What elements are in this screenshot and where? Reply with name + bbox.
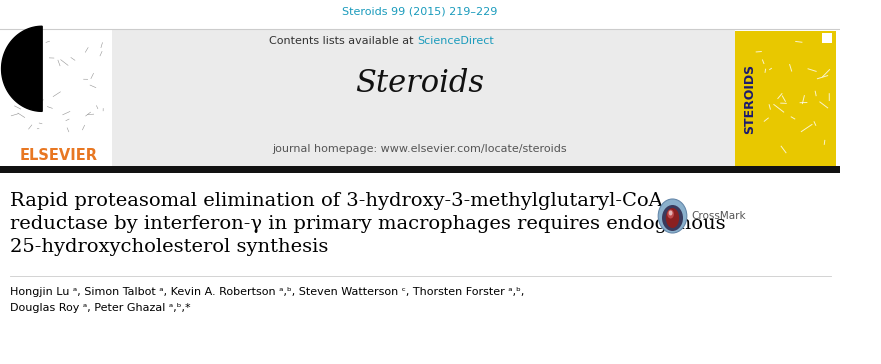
Bar [822, 33, 832, 43]
Ellipse shape [662, 205, 683, 231]
Text: ELSEVIER: ELSEVIER [19, 149, 97, 163]
Text: ScienceDirect: ScienceDirect [417, 36, 493, 46]
Text: reductase by interferon-γ in primary macrophages requires endogenous: reductase by interferon-γ in primary mac… [10, 215, 725, 233]
Text: CrossMark: CrossMark [692, 211, 746, 221]
Text: 25-hydroxycholesterol synthesis: 25-hydroxycholesterol synthesis [10, 238, 328, 256]
Text: STEROIDS: STEROIDS [744, 63, 756, 134]
Ellipse shape [666, 208, 679, 228]
Ellipse shape [667, 210, 674, 218]
Bar [0, 166, 840, 173]
Text: Rapid proteasomal elimination of 3-hydroxy-3-methylglutaryl-CoA: Rapid proteasomal elimination of 3-hydro… [10, 192, 663, 210]
Ellipse shape [658, 199, 687, 233]
Bar [735, 31, 836, 166]
Text: Steroids 99 (2015) 219–229: Steroids 99 (2015) 219–229 [342, 7, 498, 17]
Bar [0, 173, 840, 364]
Text: Contents lists available at: Contents lists available at [269, 36, 417, 46]
Text: Steroids: Steroids [355, 68, 485, 99]
Polygon shape [2, 26, 42, 111]
Bar [4, 31, 112, 166]
Ellipse shape [669, 210, 672, 215]
Bar [112, 29, 735, 166]
Text: Hongjin Lu ᵃ, Simon Talbot ᵃ, Kevin A. Robertson ᵃ,ᵇ, Steven Watterson ᶜ, Thorst: Hongjin Lu ᵃ, Simon Talbot ᵃ, Kevin A. R… [10, 287, 524, 297]
Text: Douglas Roy ᵃ, Peter Ghazal ᵃ,ᵇ,*: Douglas Roy ᵃ, Peter Ghazal ᵃ,ᵇ,* [10, 303, 190, 313]
Text: journal homepage: www.elsevier.com/locate/steroids: journal homepage: www.elsevier.com/locat… [272, 144, 567, 154]
